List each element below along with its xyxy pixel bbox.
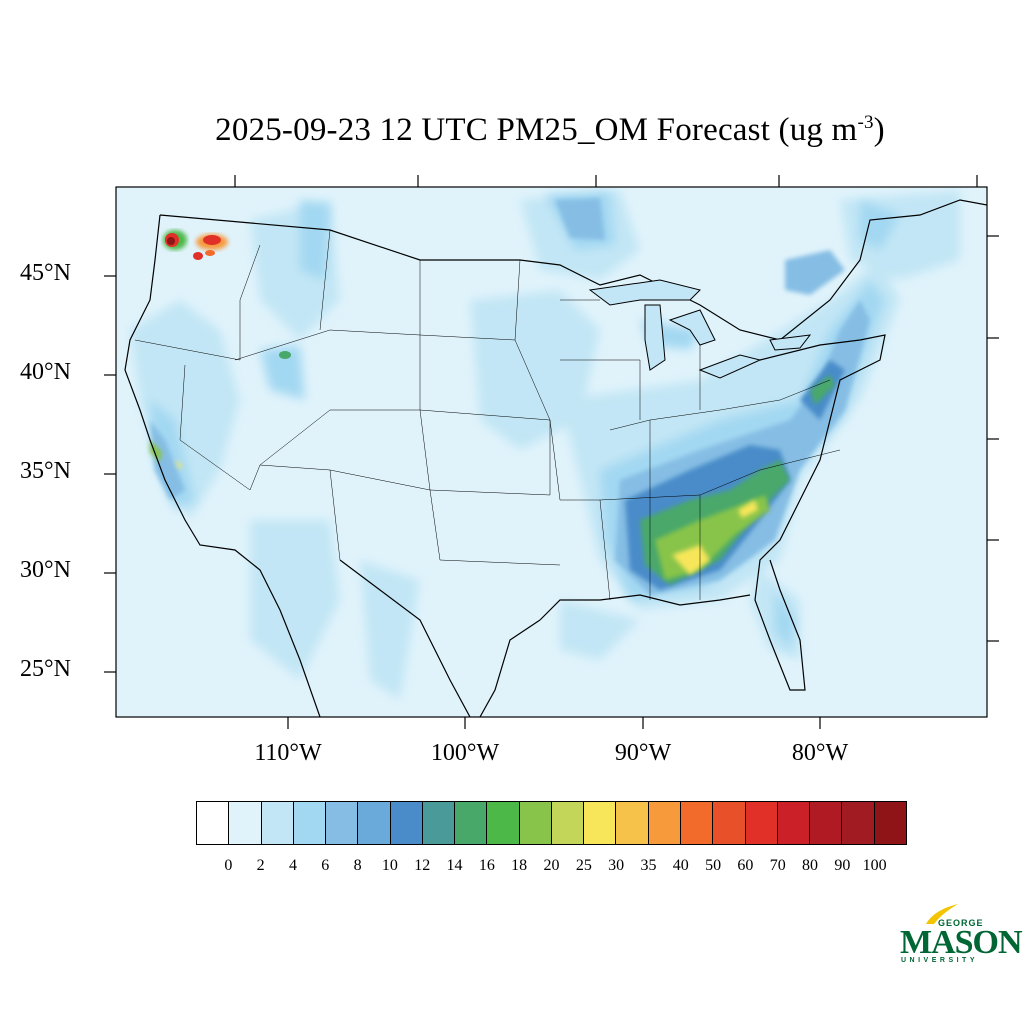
title-superscript: -3: [857, 112, 874, 133]
title-text: 2025-09-23 12 UTC PM25_OM Forecast (ug m: [215, 112, 858, 148]
legend-swatch: [422, 802, 456, 844]
logo-flame-icon: [926, 904, 958, 924]
legend-level-label: 30: [608, 857, 625, 874]
legend-level-label: 6: [321, 857, 330, 874]
axis-ticks: [104, 175, 999, 729]
legend-swatch: [584, 802, 617, 844]
legend-level-label: 50: [705, 857, 722, 874]
legend-swatch: [810, 802, 843, 844]
legend-swatch: [487, 802, 520, 844]
concentration-field: [124, 190, 987, 717]
legend-swatch: [842, 802, 875, 844]
legend-level-label: 25: [575, 857, 592, 874]
legend-swatch: [261, 802, 294, 844]
fire-hotspots: [163, 230, 291, 359]
legend-level-label: 70: [769, 857, 786, 874]
legend-swatch: [519, 802, 552, 844]
legend-level-label: 35: [640, 857, 657, 874]
map-title: 2025-09-23 12 UTC PM25_OM Forecast (ug m…: [0, 112, 1024, 149]
lon-label-80: 80°W: [791, 740, 849, 766]
lon-label-110: 110°W: [254, 740, 322, 766]
legend-swatch: [455, 802, 488, 844]
lon-label-100: 100°W: [430, 740, 500, 766]
lon-label-90: 90°W: [614, 740, 672, 766]
coastlines: [124, 199, 987, 717]
legend-swatch: [777, 802, 811, 844]
legend-level-label: 4: [288, 857, 297, 874]
state-borders: [134, 229, 841, 601]
legend-level-label: 14: [446, 857, 463, 874]
legend-level-label: 2: [256, 857, 265, 874]
logo-bottom-text: UNIVERSITY: [901, 957, 979, 964]
legend-level-label: 100: [862, 857, 887, 874]
map-frame: [115, 186, 988, 718]
legend-level-label: 40: [672, 857, 689, 874]
lat-label-35: 35°N: [20, 458, 71, 484]
legend-level-label: 18: [511, 857, 528, 874]
legend-level-label: 16: [478, 857, 495, 874]
legend-level-label: 60: [737, 857, 754, 874]
legend-swatch: [293, 802, 327, 844]
field-level-30: [175, 460, 758, 575]
legend-swatch: [874, 802, 906, 844]
legend-swatch: [648, 802, 681, 844]
legend-swatch: [358, 802, 391, 844]
legend-level-label: 10: [381, 857, 398, 874]
logo-top-text: GEORGE: [938, 918, 984, 928]
logo-main-text: MASON: [900, 924, 1023, 961]
legend-level-label: 8: [353, 857, 362, 874]
gmu-logo: GEORGE MASON UNIVERSITY: [898, 902, 1023, 968]
legend-swatch: [551, 802, 585, 844]
legend-swatch: [390, 802, 423, 844]
lat-label-40: 40°N: [20, 359, 71, 385]
legend-swatch: [326, 802, 359, 844]
legend-swatch: [229, 802, 262, 844]
lat-label-25: 25°N: [20, 656, 71, 682]
legend-swatch: [713, 802, 746, 844]
legend-swatch: [745, 802, 778, 844]
legend-level-label: 20: [543, 857, 560, 874]
legend-swatch: [680, 802, 714, 844]
legend-level-label: 80: [802, 857, 819, 874]
lat-label-45: 45°N: [20, 260, 71, 286]
legend-labels: 0 2 4 6 8 10 12 14 16 18 20 25 30 35 40 50 60 70 80 90 100: [0, 857, 1024, 881]
legend-swatch: [616, 802, 649, 844]
title-close: ): [873, 112, 885, 148]
lat-label-30: 30°N: [20, 557, 71, 583]
great-lakes: [588, 279, 812, 379]
legend-level-label: 12: [414, 857, 431, 874]
legend-level-label: 0: [224, 857, 233, 874]
color-legend: [196, 801, 907, 845]
legend-swatch: [197, 802, 230, 844]
legend-level-label: 90: [834, 857, 851, 874]
